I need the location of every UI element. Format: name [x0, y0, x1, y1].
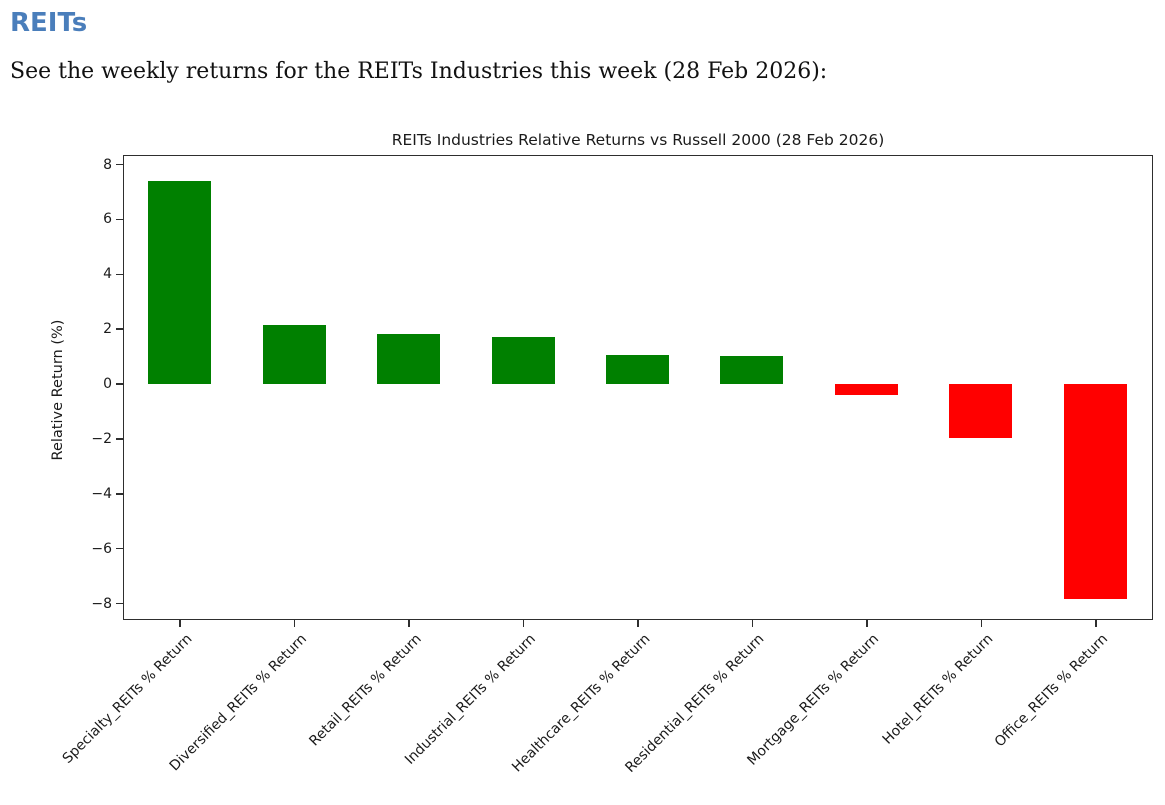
y-tick-label: 2: [103, 321, 112, 338]
x-tick-label: Mortgage_REITs % Return: [744, 630, 883, 769]
x-tick-label: Hotel_REITs % Return: [879, 630, 997, 748]
y-tick-mark: [116, 383, 123, 385]
bar-Residential_REITs % Return: [720, 356, 784, 384]
x-tick-mark: [866, 620, 868, 627]
x-tick-label: Specialty_REITs % Return: [59, 630, 196, 767]
x-tick-mark: [751, 620, 754, 627]
y-tick-mark: [116, 163, 123, 166]
y-tick-mark: [116, 438, 123, 440]
bar-Office_REITs % Return: [1063, 383, 1127, 599]
y-tick-label: −8: [91, 595, 112, 612]
y-tick-label: 4: [103, 266, 112, 283]
x-tick-label: Office_REITs % Return: [991, 630, 1112, 750]
x-tick-label: Healthcare_REITs % Return: [508, 630, 654, 775]
x-tick-mark: [408, 620, 410, 627]
x-tick-mark: [637, 620, 639, 627]
y-tick-label: −4: [91, 485, 112, 502]
x-tick-label: Residential_REITs % Return: [622, 630, 768, 776]
y-tick-mark: [116, 493, 123, 495]
y-tick-label: −6: [91, 540, 112, 557]
bar-Industrial_REITs % Return: [491, 336, 555, 384]
y-tick-label: −2: [91, 430, 112, 447]
bar-Retail_REITs % Return: [377, 334, 441, 384]
chart-title: REITs Industries Relative Returns vs Rus…: [391, 131, 885, 149]
page-title: REITs: [10, 8, 88, 38]
x-tick-label: Diversified_REITs % Return: [166, 630, 310, 774]
y-tick-mark: [116, 602, 123, 605]
x-tick-label: Industrial_REITs % Return: [402, 630, 539, 768]
x-tick-mark: [522, 620, 525, 627]
reits-returns-figure: REITs Industries Relative Returns vs Rus…: [0, 125, 1165, 805]
y-tick-mark: [116, 273, 123, 276]
y-tick-mark: [116, 218, 123, 221]
bar-Hotel_REITs % Return: [949, 383, 1013, 439]
y-tick-mark: [116, 547, 123, 550]
x-tick-label: Retail_REITs % Return: [306, 630, 425, 749]
intro-text: See the weekly returns for the REITs Ind…: [10, 59, 828, 84]
y-tick-label: 8: [103, 156, 112, 173]
bar-Specialty_REITs % Return: [148, 180, 212, 384]
bar-Diversified_REITs % Return: [262, 324, 326, 384]
y-tick-label: 6: [103, 211, 112, 228]
x-tick-mark: [293, 620, 296, 627]
plot-area: [123, 155, 1153, 620]
x-tick-mark: [980, 620, 983, 627]
x-tick-mark: [179, 620, 181, 627]
bar-Mortgage_REITs % Return: [834, 383, 898, 395]
y-tick-mark: [116, 328, 123, 330]
y-tick-label: 0: [103, 376, 112, 393]
x-tick-mark: [1095, 620, 1097, 627]
bar-Healthcare_REITs % Return: [606, 354, 669, 384]
